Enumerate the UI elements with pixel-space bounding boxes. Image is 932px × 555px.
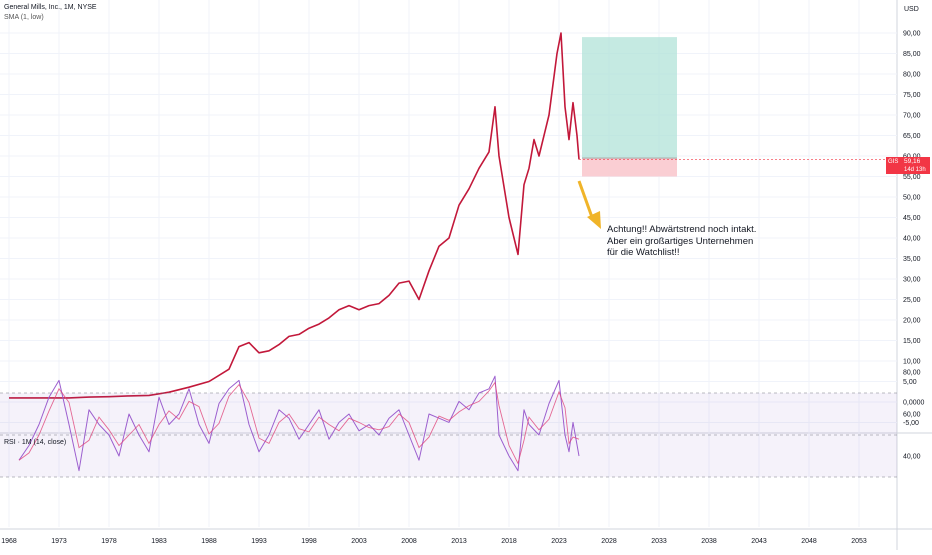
price-tick-label: 5,00 — [903, 379, 917, 386]
main-pane — [0, 0, 897, 432]
price-tick-label: 20,00 — [903, 318, 921, 325]
time-tick-label: 1988 — [201, 538, 217, 545]
price-tick-label: 85,00 — [903, 51, 921, 58]
price-tick-label: 80,00 — [903, 72, 921, 79]
sma-legend[interactable]: SMA (1, low) — [4, 14, 44, 21]
price-tick-label: 30,00 — [903, 277, 921, 284]
rsi-legend[interactable]: RSI · 1M (14, close) — [4, 439, 67, 446]
price-tick-label: 65,00 — [903, 133, 921, 140]
rsi-tick-label: 40,00 — [903, 454, 921, 461]
price-tick-label: 40,00 — [903, 236, 921, 243]
time-tick-label: 2038 — [701, 538, 717, 545]
stop-zone — [582, 158, 677, 177]
badge-symbol: GIS — [888, 159, 899, 165]
time-tick-label: 2003 — [351, 538, 367, 545]
price-series-line — [9, 32, 580, 399]
time-tick-label: 2013 — [451, 538, 467, 545]
rsi-ma-line — [18, 381, 580, 465]
price-tick-label: 15,00 — [903, 338, 921, 345]
time-tick-label: 2043 — [751, 538, 767, 545]
rsi-band — [0, 393, 897, 477]
symbol-legend[interactable]: General Mills, Inc., 1M, NYSE — [4, 4, 97, 11]
time-tick-label: 1968 — [1, 538, 17, 545]
price-tick-label: 50,00 — [903, 195, 921, 202]
price-tick-label: 45,00 — [903, 215, 921, 222]
annotation-text[interactable]: Achtung!! Abwärtstrend noch intakt. Aber… — [607, 224, 756, 259]
rsi-series-line — [18, 375, 580, 472]
last-price-badge: GIS 59,16 14d 13h — [886, 157, 930, 174]
badge-countdown: 14d 13h — [904, 167, 926, 173]
time-tick-label: 1993 — [251, 538, 267, 545]
target-zone — [582, 37, 677, 159]
price-tick-label: -5,00 — [903, 420, 919, 427]
price-tick-label: 55,00 — [903, 174, 921, 181]
currency-label[interactable]: USD — [904, 6, 919, 13]
badge-price: 59,16 — [904, 158, 921, 165]
time-tick-label: 1998 — [301, 538, 317, 545]
time-tick-label: 2008 — [401, 538, 417, 545]
time-tick-label: 2028 — [601, 538, 617, 545]
time-tick-label: 1978 — [101, 538, 117, 545]
price-tick-label: 75,00 — [903, 92, 921, 99]
time-tick-label: 1983 — [151, 538, 167, 545]
annotation-line: Achtung!! Abwärtstrend noch intakt. — [607, 224, 757, 235]
annotation-line: für die Watchlist!! — [607, 247, 680, 258]
price-tick-label: 90,00 — [903, 31, 921, 38]
price-tick-label: 0,0000 — [903, 400, 925, 407]
rsi-tick-label: 80,00 — [903, 370, 921, 377]
annotation-arrow-head — [587, 211, 601, 229]
time-tick-label: 2018 — [501, 538, 517, 545]
price-tick-label: 10,00 — [903, 359, 921, 366]
time-tick-label: 2033 — [651, 538, 667, 545]
price-tick-label: 70,00 — [903, 113, 921, 120]
time-tick-label: 1973 — [51, 538, 67, 545]
time-tick-label: 2053 — [851, 538, 867, 545]
rsi-tick-label: 60,00 — [903, 412, 921, 419]
price-tick-label: 35,00 — [903, 256, 921, 263]
time-tick-label: 2048 — [801, 538, 817, 545]
annotation-arrow-shaft — [577, 180, 595, 221]
price-tick-label: 25,00 — [903, 297, 921, 304]
time-tick-label: 2023 — [551, 538, 567, 545]
annotation-line: Aber ein großartiges Unternehmen — [607, 235, 754, 247]
